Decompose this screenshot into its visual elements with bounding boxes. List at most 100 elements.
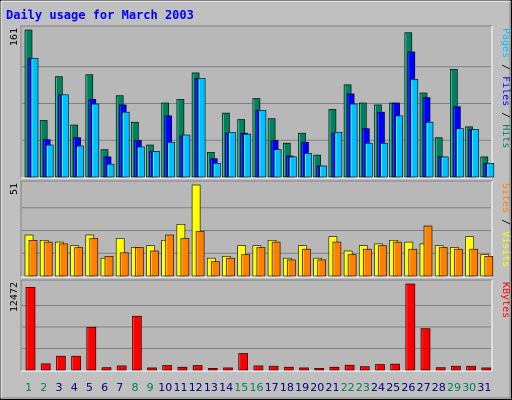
bar-sites-14 <box>226 257 235 277</box>
bar-kbytes-30 <box>466 365 476 371</box>
bar-pages-31 <box>486 163 495 178</box>
bar-kbytes-8 <box>132 315 142 371</box>
x-tick-label-9: 9 <box>147 381 154 394</box>
bar-kbytes-4 <box>71 355 81 371</box>
bar-pages-24 <box>380 142 388 178</box>
bar-kbytes-22 <box>344 364 355 371</box>
bar-kbytes-26 <box>405 283 416 371</box>
bar-kbytes-25 <box>390 363 400 371</box>
bar-kbytes-1 <box>25 286 36 371</box>
y-max-label: 51 <box>9 183 20 195</box>
bar-pages-12 <box>197 78 206 178</box>
bar-sites-18 <box>286 259 296 277</box>
bar-pages-29 <box>456 128 464 178</box>
bar-pages-30 <box>471 129 479 178</box>
x-tick-label-13: 13 <box>204 381 218 394</box>
bar-sites-13 <box>211 261 220 277</box>
bar-sites-24 <box>378 245 387 277</box>
bar-sites-29 <box>454 248 463 277</box>
bar-sites-23 <box>362 248 372 277</box>
x-tick-label-12: 12 <box>189 381 203 394</box>
legend-part-0: KBytes <box>500 282 511 318</box>
x-tick-label-28: 28 <box>432 381 446 394</box>
bar-pages-15 <box>243 133 251 178</box>
bar-kbytes-6 <box>101 367 112 371</box>
bar-pages-22 <box>349 103 358 178</box>
x-tick-label-14: 14 <box>219 381 233 394</box>
bar-sites-5 <box>89 238 99 277</box>
x-tick-label-21: 21 <box>326 381 340 394</box>
x-tick-label-27: 27 <box>417 381 431 394</box>
bar-pages-18 <box>288 156 297 178</box>
x-tick-label-8: 8 <box>132 381 139 394</box>
panel-visits-sites: 51 Sites / Visits <box>9 180 511 278</box>
x-tick-label-4: 4 <box>71 381 78 394</box>
legend-part-0: Sites <box>500 183 511 213</box>
bar-kbytes-24 <box>375 364 385 371</box>
bar-pages-1 <box>30 57 39 178</box>
bar-kbytes-19 <box>299 367 309 371</box>
bar-pages-21 <box>334 132 343 178</box>
bar-kbytes-17 <box>268 365 279 371</box>
x-tick-label-2: 2 <box>40 381 47 394</box>
x-tick-label-15: 15 <box>234 381 248 394</box>
bar-kbytes-23 <box>359 366 370 371</box>
x-tick-label-11: 11 <box>174 381 188 394</box>
x-tick-label-23: 23 <box>356 381 370 394</box>
legend-part-1: / <box>500 213 511 231</box>
bar-sites-3 <box>59 243 68 277</box>
legend-part-2: Visits <box>500 231 511 267</box>
bar-pages-28 <box>440 156 449 178</box>
bar-sites-12 <box>195 231 205 277</box>
x-tick-label-5: 5 <box>86 381 93 394</box>
x-tick-label-29: 29 <box>447 381 461 394</box>
bar-pages-2 <box>45 144 54 178</box>
bar-kbytes-15 <box>238 353 248 371</box>
panel-hits-files-pages: 161 Pages / Files / Hits <box>9 25 511 179</box>
bar-pages-11 <box>182 134 191 178</box>
bar-pages-6 <box>106 163 115 178</box>
bar-sites-15 <box>241 254 250 277</box>
bar-kbytes-11 <box>177 366 188 371</box>
bar-sites-22 <box>347 254 357 277</box>
bar-sites-9 <box>150 250 159 277</box>
bar-pages-25 <box>395 115 403 178</box>
x-axis-labels: 1 2 3 4 5 6 7 8 9 10 11 12 13 14 15 16 17 18 19 20 21 22 23 24 2… <box>25 381 491 394</box>
bar-sites-11 <box>180 238 190 277</box>
bar-sites-16 <box>256 247 266 277</box>
bar-pages-8 <box>137 146 145 178</box>
bar-sites-27 <box>423 225 433 277</box>
x-tick-label-1: 1 <box>25 381 32 394</box>
bar-sites-17 <box>271 241 281 277</box>
bar-pages-3 <box>61 94 69 178</box>
bar-sites-19 <box>302 248 311 277</box>
y-max-label: 161 <box>9 28 20 46</box>
bar-pages-5 <box>91 103 100 178</box>
bar-sites-25 <box>393 241 402 277</box>
bar-kbytes-14 <box>223 367 233 371</box>
x-tick-label-3: 3 <box>56 381 63 394</box>
bar-kbytes-5 <box>86 326 97 371</box>
bar-sites-6 <box>104 256 114 277</box>
chart-panels: 161 Pages / Files / Hits 51 Sites / Visits 1… <box>9 25 511 372</box>
bar-pages-16 <box>258 110 267 178</box>
bar-pages-26 <box>410 79 419 178</box>
bar-sites-7 <box>119 252 129 277</box>
bar-kbytes-29 <box>451 365 461 371</box>
x-tick-label-25: 25 <box>386 381 400 394</box>
legend-part-2: Files <box>500 76 511 106</box>
bar-pages-10 <box>167 142 175 178</box>
x-tick-label-31: 31 <box>477 381 491 394</box>
bar-kbytes-28 <box>435 367 446 371</box>
bar-kbytes-21 <box>329 366 340 371</box>
bar-pages-19 <box>304 153 312 178</box>
bar-pages-7 <box>121 111 130 178</box>
bar-pages-4 <box>76 145 84 178</box>
series-legend: KBytes <box>500 282 511 318</box>
bar-sites-31 <box>484 256 494 277</box>
bar-pages-27 <box>425 121 434 178</box>
bar-kbytes-2 <box>40 363 51 371</box>
x-tick-label-10: 10 <box>158 381 172 394</box>
